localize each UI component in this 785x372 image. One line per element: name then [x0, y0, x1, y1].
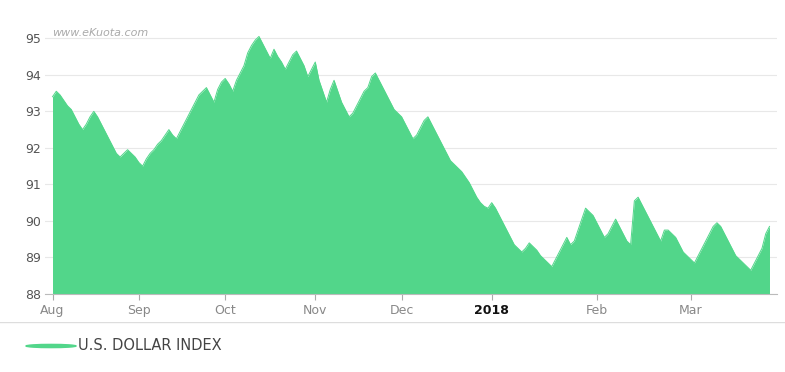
- Text: www.eKuota.com: www.eKuota.com: [53, 28, 148, 38]
- Circle shape: [26, 344, 76, 347]
- Text: U.S. DOLLAR INDEX: U.S. DOLLAR INDEX: [78, 339, 222, 353]
